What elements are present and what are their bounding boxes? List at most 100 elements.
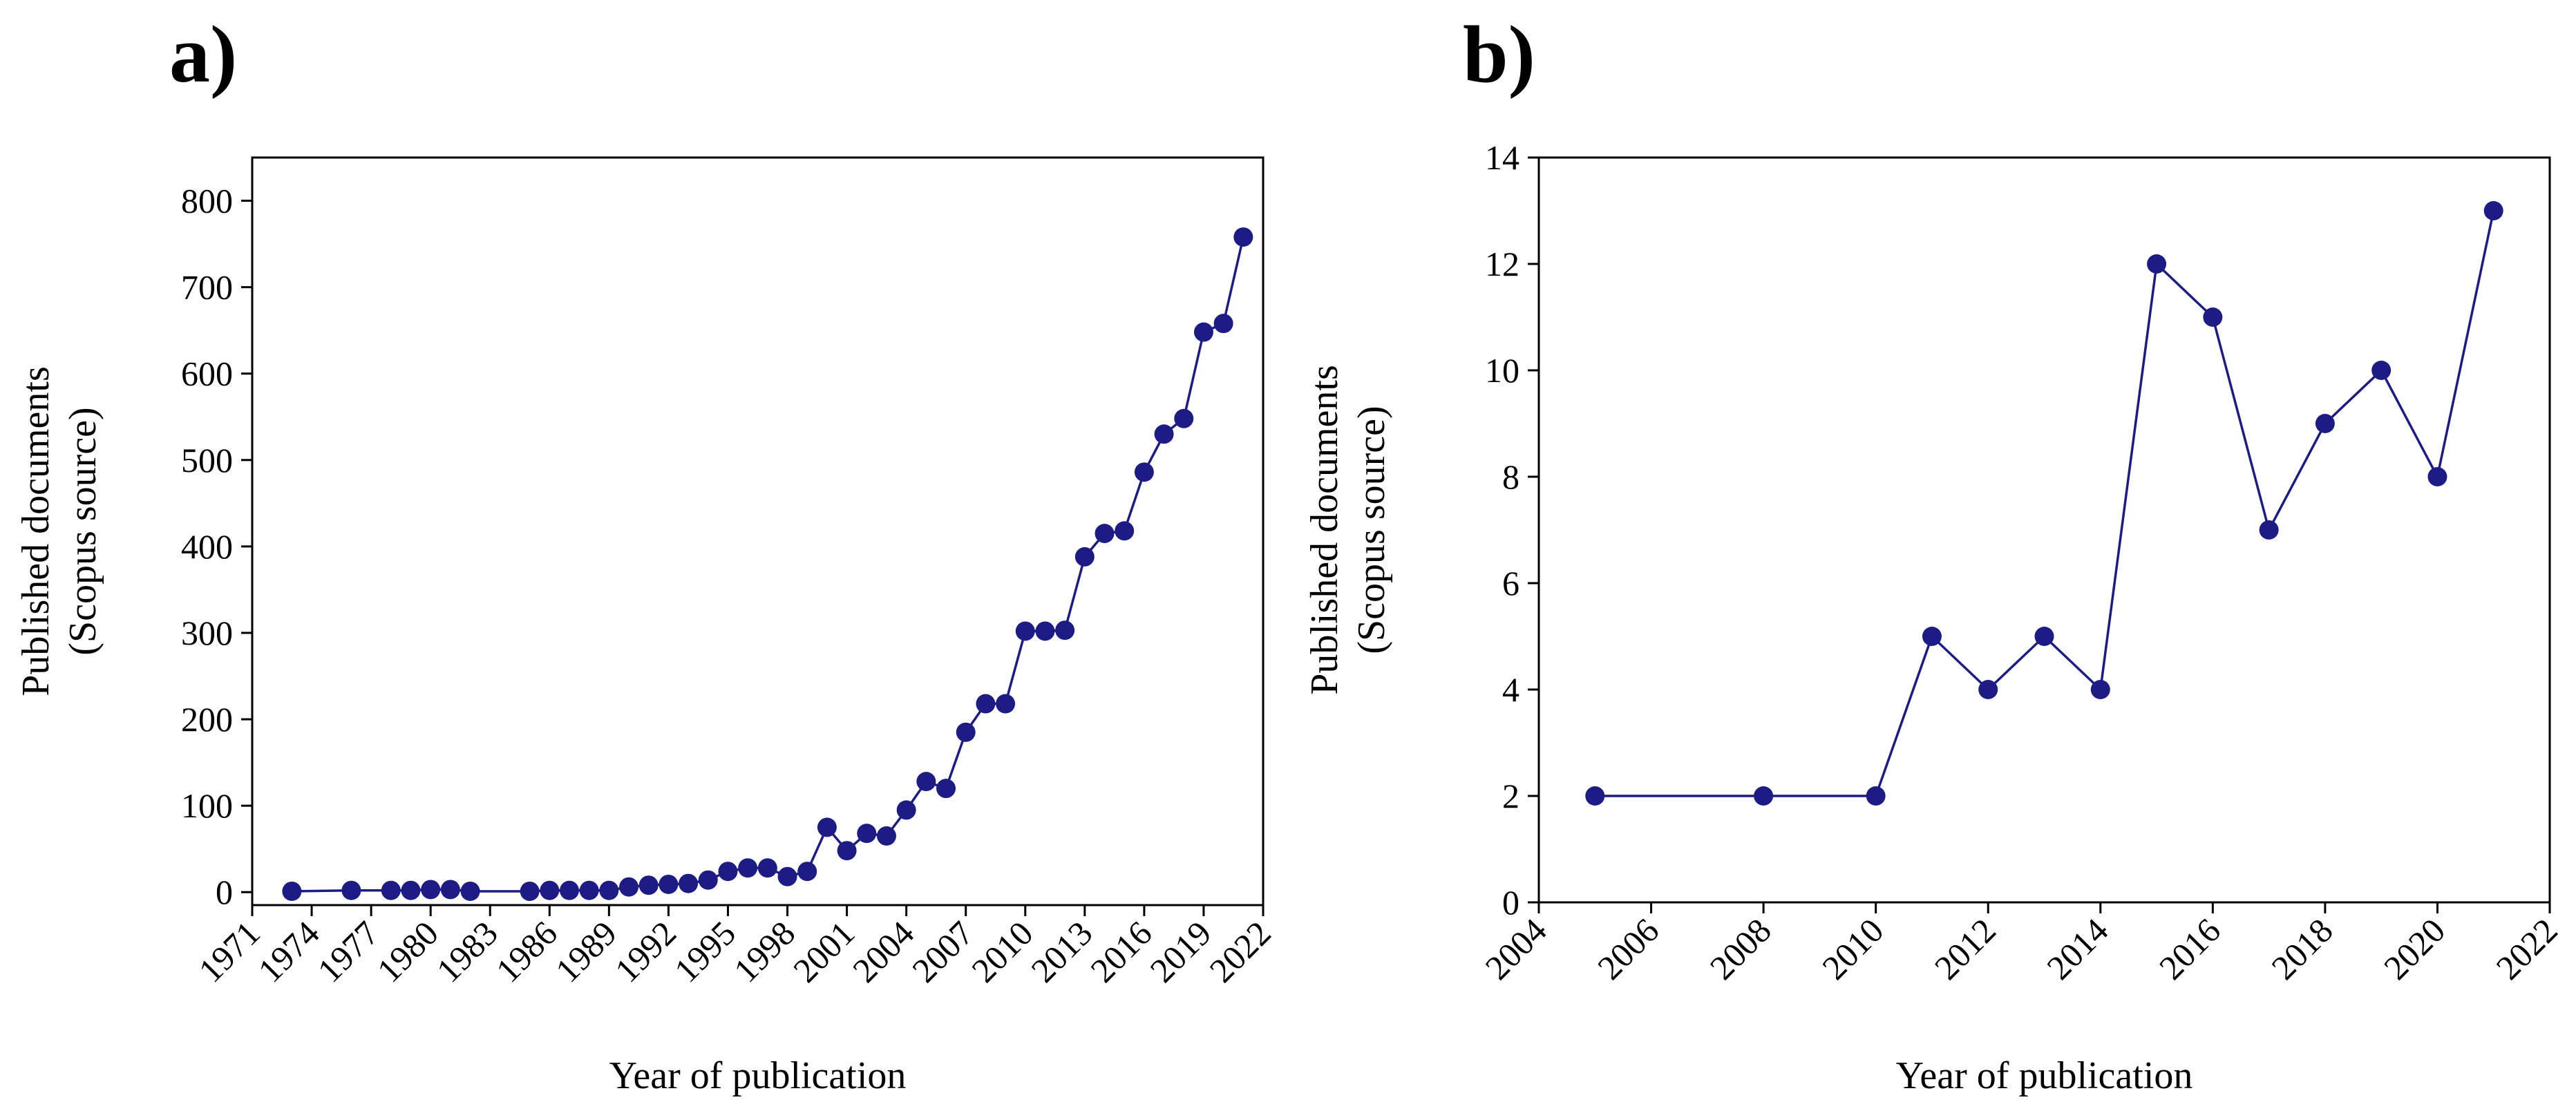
chart-panel-b: b) 0 2 4 6 8 10 12 14 2004 2006 2008 2010 2012 2014 201… [1303, 9, 2565, 1097]
x-tick-label: 1977 [310, 913, 386, 989]
y-tick-label: 600 [181, 354, 233, 393]
x-tick-label: 2008 [1703, 911, 1779, 987]
x-axis-label: Year of publication [1896, 1054, 2193, 1097]
data-point [599, 880, 619, 900]
series-line [292, 236, 1245, 893]
data-point [1213, 314, 1233, 334]
x-tick-label: 2014 [2039, 911, 2115, 987]
x-tick-label: 2006 [1590, 911, 1666, 987]
data-point [1015, 621, 1035, 641]
y-tick-label: 6 [1502, 564, 1519, 602]
data-point [1978, 680, 1998, 699]
data-point [757, 858, 777, 878]
data-point [976, 694, 996, 714]
data-point [837, 841, 857, 861]
plot-frame [251, 156, 1265, 906]
y-tick-label: 200 [181, 700, 233, 739]
x-tick-label: 1992 [607, 913, 683, 989]
data-point [698, 870, 718, 890]
y-tick-label: 500 [181, 441, 233, 479]
x-tick-label: 2022 [2488, 911, 2564, 987]
x-tick-label: 2004 [845, 913, 921, 989]
data-point [2203, 307, 2223, 327]
data-point [996, 694, 1016, 714]
data-point [679, 873, 699, 893]
data-point [857, 824, 877, 844]
y-tick-label: 400 [181, 527, 233, 566]
data-point [1193, 322, 1213, 342]
x-tick-label: 2022 [1202, 913, 1278, 989]
y-tick-label: 4 [1502, 670, 1519, 709]
series-line [1595, 210, 2495, 797]
x-tick-label: 1995 [667, 913, 743, 989]
x-tick-label: 2012 [1927, 911, 2003, 987]
y-tick-label: 12 [1485, 245, 1519, 283]
panel-label: a) [169, 9, 237, 99]
data-point [659, 874, 679, 894]
x-tick-label: 2018 [2264, 911, 2340, 987]
y-axis-label-line: Published documents [1303, 365, 1346, 695]
y-tick-label: 14 [1485, 138, 1519, 177]
y-tick-label: 0 [216, 873, 233, 911]
x-axis-label: Year of publication [609, 1054, 907, 1097]
data-point [559, 880, 579, 900]
x-tick-label: 1974 [251, 913, 327, 989]
x-tick-label: 1989 [548, 913, 624, 989]
data-point [876, 826, 896, 846]
y-tick-label: 2 [1502, 777, 1519, 815]
x-tick-label: 2007 [905, 913, 981, 989]
data-point [381, 880, 401, 900]
data-point [2090, 680, 2110, 699]
data-point [421, 880, 441, 900]
data-point [2371, 361, 2392, 380]
data-point [2315, 414, 2335, 433]
data-point [817, 817, 837, 837]
data-point [579, 880, 599, 900]
data-point [1174, 408, 1194, 428]
data-point [777, 866, 797, 886]
y-axis-label-line: Published documents [15, 366, 57, 696]
data-point [718, 862, 738, 882]
data-point [738, 858, 758, 878]
y-tick-label: 0 [1502, 883, 1519, 922]
data-point [2483, 201, 2503, 220]
y-tick-label: 700 [181, 268, 233, 307]
data-point [401, 880, 421, 900]
data-point [638, 875, 659, 895]
data-point [896, 800, 916, 820]
x-tick-label: 2019 [1142, 913, 1218, 989]
data-point [1922, 627, 1942, 646]
plot-frame [1537, 156, 2551, 904]
x-tick-label: 2016 [2152, 911, 2228, 987]
x-tick-label: 1971 [191, 913, 267, 989]
x-tick-label: 1983 [429, 913, 505, 989]
data-point [1074, 547, 1095, 567]
data-point [520, 881, 540, 901]
data-point [1055, 620, 1075, 640]
data-point [1095, 524, 1115, 544]
y-tick-label: 8 [1502, 457, 1519, 496]
x-tick-label: 2010 [964, 913, 1040, 989]
x-tick-label: 1986 [489, 913, 565, 989]
x-tick-label: 2001 [786, 913, 862, 989]
data-point [1154, 424, 1174, 444]
data-point [540, 880, 560, 900]
data-point [341, 880, 361, 900]
data-point [797, 862, 817, 882]
data-point [2427, 467, 2447, 486]
x-tick-label: 2016 [1083, 913, 1159, 989]
data-point [1585, 786, 1605, 806]
x-tick-label: 2013 [1023, 913, 1099, 989]
x-tick-label: 2020 [2376, 911, 2452, 987]
data-point [1115, 521, 1135, 541]
data-point [440, 880, 460, 900]
data-point [1233, 227, 1253, 247]
y-axis-label-line: (Scopus source) [61, 407, 104, 655]
data-point [956, 722, 976, 742]
data-point [2147, 254, 2167, 274]
data-point [1134, 462, 1154, 482]
data-point [1866, 786, 1886, 806]
x-tick-label: 2004 [1477, 911, 1553, 987]
x-tick-label: 1980 [370, 913, 446, 989]
